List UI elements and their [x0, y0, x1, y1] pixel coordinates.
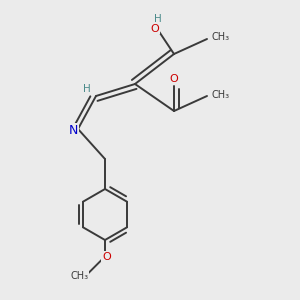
Text: H: H — [154, 14, 161, 25]
Text: H: H — [83, 83, 91, 94]
Text: O: O — [102, 251, 111, 262]
Text: CH₃: CH₃ — [70, 271, 88, 281]
Text: O: O — [150, 23, 159, 34]
Text: O: O — [169, 74, 178, 85]
Text: N: N — [69, 124, 78, 137]
Text: CH₃: CH₃ — [212, 89, 230, 100]
Text: CH₃: CH₃ — [212, 32, 230, 43]
